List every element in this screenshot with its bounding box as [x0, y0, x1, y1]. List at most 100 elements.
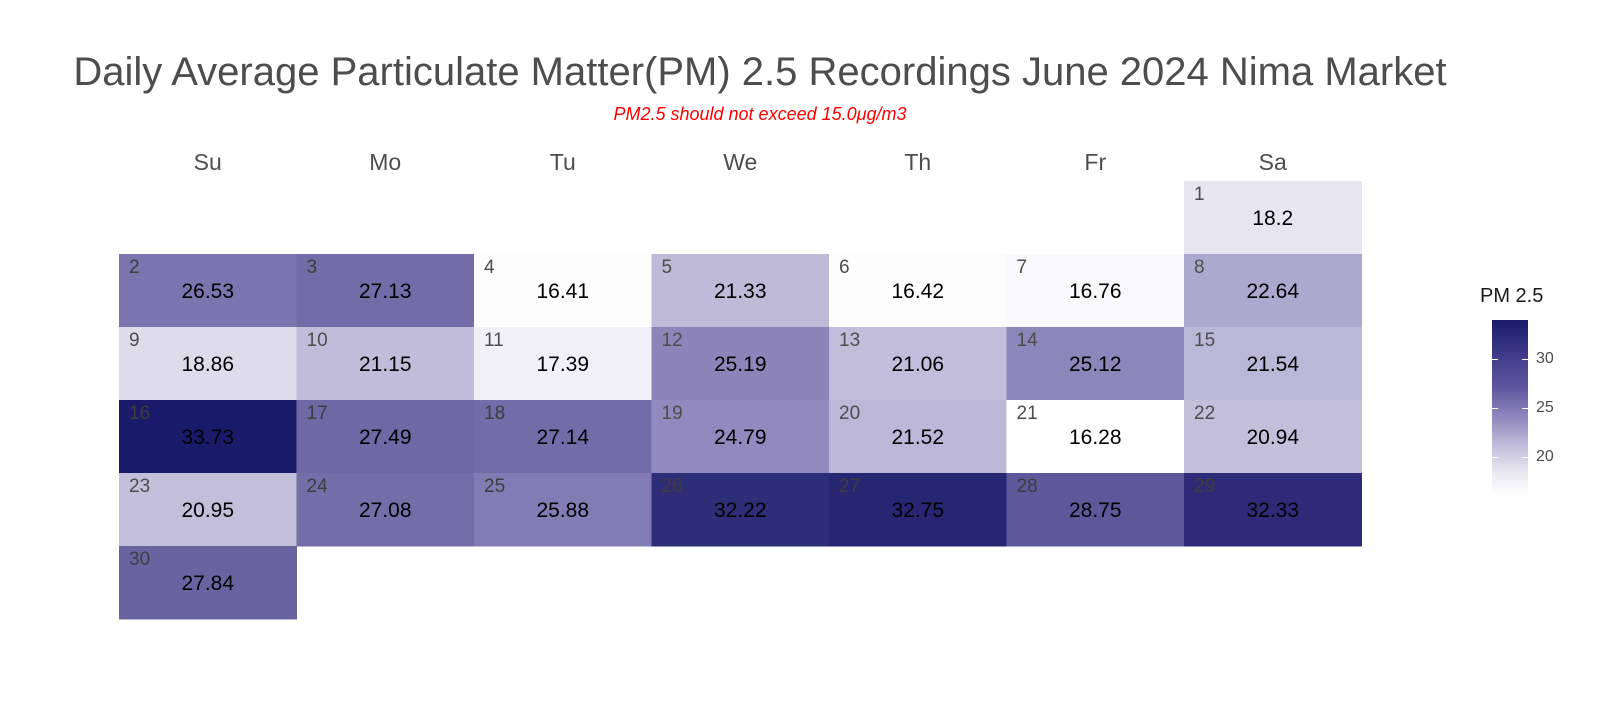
- day-cell: 21 16.28: [1006, 400, 1185, 474]
- day-cell: 22 20.94: [1184, 400, 1362, 474]
- day-number-label: 6: [839, 257, 850, 278]
- weekday-label: Th: [904, 149, 931, 175]
- day-cell: 16 33.73: [119, 400, 297, 474]
- day-tile: [1184, 400, 1362, 474]
- day-tile: [1184, 473, 1362, 547]
- day-cell: 17 27.49: [296, 400, 475, 474]
- day-number-label: 12: [662, 330, 683, 351]
- day-tile: [1006, 254, 1185, 328]
- day-tile: [296, 400, 475, 474]
- day-number-label: 28: [1017, 476, 1038, 497]
- day-tile: [296, 473, 475, 547]
- day-tile: [474, 327, 652, 401]
- value-label: 27.13: [359, 280, 412, 303]
- value-label: 21.06: [891, 353, 944, 376]
- day-number-label: 10: [307, 330, 328, 351]
- day-tile: [474, 400, 652, 474]
- day-cell: 226.53: [119, 254, 297, 328]
- value-label: 18.2: [1252, 207, 1293, 230]
- day-number-label: 4: [484, 257, 495, 278]
- day-number-label: 19: [662, 403, 683, 424]
- day-cell: 521.33: [651, 254, 830, 328]
- legend-tick-label: 30: [1536, 350, 1554, 368]
- value-label: 25.12: [1069, 353, 1122, 376]
- value-label: 33.73: [181, 426, 234, 449]
- value-label: 20.95: [181, 499, 234, 522]
- legend: PM 2.5 20 25 30: [1480, 285, 1590, 515]
- day-tile: [651, 400, 830, 474]
- day-tile: [119, 546, 297, 620]
- day-tile: [1184, 181, 1362, 255]
- value-label: 32.75: [891, 499, 944, 522]
- weekday-label: We: [723, 149, 757, 175]
- value-label: 21.33: [714, 280, 767, 303]
- day-tile: [474, 254, 652, 328]
- value-label: 16.42: [891, 280, 944, 303]
- value-label: 32.22: [714, 499, 767, 522]
- day-cell: 14 25.12: [1006, 327, 1185, 401]
- day-tile: [296, 327, 475, 401]
- day-number-label: 5: [662, 257, 673, 278]
- day-number-label: 13: [839, 330, 860, 351]
- legend-title: PM 2.5: [1480, 285, 1544, 307]
- day-cell: 822.64: [1184, 254, 1362, 328]
- day-tile: [651, 473, 830, 547]
- day-number-label: 23: [129, 476, 150, 497]
- value-label: 27.08: [359, 499, 412, 522]
- legend-tick-label: 20: [1536, 447, 1554, 465]
- day-tile: [829, 473, 1007, 547]
- day-tile: [651, 327, 830, 401]
- day-number-label: 2: [129, 257, 140, 278]
- day-number-label: 25: [484, 476, 505, 497]
- day-tile: [1006, 327, 1185, 401]
- value-label: 27.49: [359, 426, 412, 449]
- day-cell: 616.42: [829, 254, 1007, 328]
- day-number-label: 24: [307, 476, 329, 497]
- day-tile: [1006, 473, 1185, 547]
- day-cell: 20 21.52: [829, 400, 1007, 474]
- weekday-label: Sa: [1259, 149, 1287, 175]
- day-tile: [119, 400, 297, 474]
- day-cell: 10 21.15: [296, 327, 475, 401]
- value-label: 21.54: [1246, 353, 1299, 376]
- day-number-label: 29: [1194, 476, 1215, 497]
- day-tile: [1184, 254, 1362, 328]
- value-label: 28.75: [1069, 499, 1122, 522]
- day-tile: [829, 327, 1007, 401]
- value-label: 25.19: [714, 353, 767, 376]
- day-cell: 26 32.22: [651, 473, 830, 547]
- value-label: 32.33: [1246, 499, 1299, 522]
- day-number-label: 14: [1017, 330, 1039, 351]
- day-number-label: 18: [484, 403, 505, 424]
- value-label: 21.15: [359, 353, 412, 376]
- chart-subtitle: PM2.5 should not exceed 15.0μg/m3: [613, 104, 907, 124]
- day-tile: [1006, 400, 1185, 474]
- day-cell: 13 21.06: [829, 327, 1007, 401]
- day-cell: 15 21.54: [1184, 327, 1362, 401]
- value-label: 22.64: [1246, 280, 1299, 303]
- day-tile: [829, 254, 1007, 328]
- value-label: 24.79: [714, 426, 767, 449]
- day-cell: 19 24.79: [651, 400, 830, 474]
- day-cell: 23 20.95: [119, 473, 297, 547]
- day-number-label: 20: [839, 403, 860, 424]
- day-tile: [651, 254, 830, 328]
- day-cell: 24 27.08: [296, 473, 475, 547]
- day-tile: [119, 327, 297, 401]
- value-label: 21.52: [891, 426, 944, 449]
- day-number-label: 22: [1194, 403, 1215, 424]
- weekday-label: Su: [194, 149, 222, 175]
- value-label: 27.14: [536, 426, 589, 449]
- legend-tick-label: 25: [1536, 399, 1554, 416]
- value-label: 16.28: [1069, 426, 1122, 449]
- day-number-label: 21: [1017, 403, 1038, 424]
- day-cell: 30 27.84: [119, 546, 297, 620]
- day-number-label: 30: [129, 549, 150, 570]
- value-label: 20.94: [1246, 426, 1299, 449]
- day-number-label: 8: [1194, 257, 1205, 278]
- day-cell: 27 32.75: [829, 473, 1007, 547]
- value-label: 17.39: [536, 353, 589, 376]
- weekday-label: Mo: [369, 149, 401, 175]
- day-number-label: 11: [484, 330, 504, 351]
